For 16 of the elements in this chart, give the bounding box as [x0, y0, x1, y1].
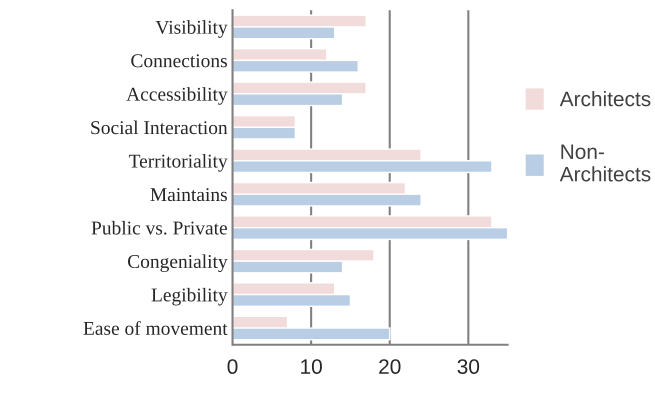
y-tick-label: Legibility	[152, 288, 228, 306]
x-tick-label: 20	[379, 359, 400, 374]
y-tick-label: Public vs. Private	[92, 220, 227, 235]
y-tick-label: Social Interaction	[91, 120, 228, 134]
legend-label: Architects	[560, 91, 650, 106]
y-tick-label: Maintains	[150, 188, 227, 202]
x-tick-label: 30	[458, 359, 480, 374]
y-tick-label: Ease of movement	[84, 321, 228, 335]
y-tick-label: Territoriality	[128, 154, 228, 172]
legend-label: Non-Architects	[560, 144, 650, 182]
y-tick-label: Congeniality	[128, 254, 228, 272]
x-tick-label: 10	[301, 359, 322, 374]
y-tick-label: Visibility	[156, 20, 228, 38]
y-tick-label: Accessibility	[126, 87, 228, 105]
y-tick-label: Connections	[131, 54, 227, 68]
x-tick-label: 0	[228, 359, 238, 374]
